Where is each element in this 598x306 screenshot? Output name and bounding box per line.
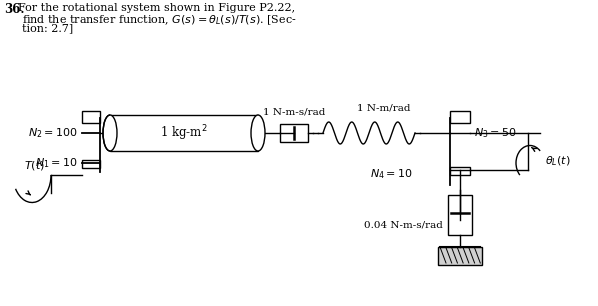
Text: For the rotational system shown in Figure P2.22,: For the rotational system shown in Figur… xyxy=(18,3,295,13)
Text: find the transfer function, $G(s) = \theta_L(s)/T(s)$. [Sec-: find the transfer function, $G(s) = \the… xyxy=(22,13,297,27)
Bar xyxy=(110,115,258,151)
Text: 0.04 N-m-s/rad: 0.04 N-m-s/rad xyxy=(364,221,443,230)
Ellipse shape xyxy=(251,115,265,151)
Bar xyxy=(450,111,470,123)
Text: 1 N-m/rad: 1 N-m/rad xyxy=(357,103,411,112)
Text: tion: 2.7]: tion: 2.7] xyxy=(22,23,73,33)
Text: 1 kg-m$^2$: 1 kg-m$^2$ xyxy=(160,123,208,143)
Bar xyxy=(438,247,482,265)
Text: $N_3= 50$: $N_3= 50$ xyxy=(474,126,517,140)
Text: $\theta_L(t)$: $\theta_L(t)$ xyxy=(545,154,570,168)
Bar xyxy=(448,195,472,235)
Text: $N_1= 10$: $N_1= 10$ xyxy=(35,156,78,170)
Bar xyxy=(82,160,100,168)
Text: $T(t)$: $T(t)$ xyxy=(24,159,45,171)
Text: $N_2= 100$: $N_2= 100$ xyxy=(28,126,78,140)
Bar xyxy=(450,167,470,175)
Text: 36.: 36. xyxy=(4,3,25,16)
Ellipse shape xyxy=(103,115,117,151)
Text: $N_4= 10$: $N_4= 10$ xyxy=(370,167,413,181)
Bar xyxy=(280,124,308,142)
Text: 1 N-m-s/rad: 1 N-m-s/rad xyxy=(263,107,325,116)
Bar xyxy=(82,111,100,123)
